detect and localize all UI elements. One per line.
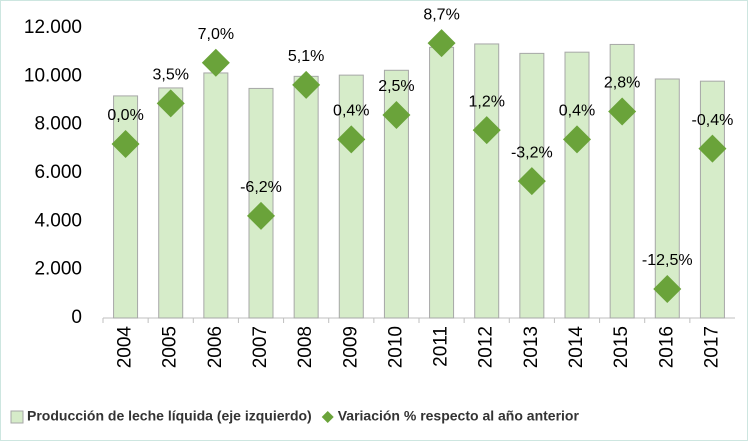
x-tick-label: 2013	[521, 326, 542, 368]
bar	[609, 43, 635, 319]
x-tick-label: 2010	[385, 326, 406, 368]
bar	[293, 75, 319, 319]
x-tick-label: 2012	[476, 326, 497, 368]
bar	[654, 78, 680, 319]
x-tick-label: 2005	[160, 326, 181, 368]
bar	[113, 95, 139, 319]
diamond-marker	[563, 125, 591, 154]
bar	[158, 87, 184, 319]
diamond-marker	[337, 125, 366, 154]
diamond-marker	[472, 116, 501, 145]
x-tick-label: 2014	[566, 326, 587, 369]
data-label: 0,4%	[333, 103, 369, 120]
x-tick-label: 2007	[250, 326, 271, 368]
diamond-marker	[608, 97, 637, 126]
diamond-marker	[653, 275, 682, 303]
y-tick-label: 6.000	[34, 162, 82, 183]
data-label: 2,5%	[378, 78, 414, 95]
data-label: 5,1%	[288, 48, 324, 65]
diamond-marker	[247, 201, 275, 230]
data-label: -6,2%	[240, 179, 282, 196]
legend-label: Variación % respecto al año anterior	[338, 408, 580, 424]
data-label: -0,4%	[692, 112, 734, 129]
bar	[203, 72, 229, 319]
legend-label: Producción de leche líquida (eje izquier…	[27, 408, 312, 424]
data-label: -3,2%	[511, 144, 553, 161]
diamond-marker	[517, 167, 546, 196]
data-label: 1,2%	[468, 93, 504, 110]
x-tick-label: 2006	[205, 326, 226, 368]
diamond-marker	[292, 70, 321, 99]
x-tick-label: 2017	[701, 326, 722, 368]
diamond-marker	[111, 130, 140, 158]
x-tick-label: 2015	[611, 326, 632, 368]
x-tick-label: 2009	[340, 326, 361, 368]
diamond-marker	[698, 134, 727, 163]
data-label: -12,5%	[642, 252, 693, 269]
x-tick-label: 2008	[295, 326, 316, 368]
y-tick-label: 10.000	[24, 65, 82, 86]
data-label: 0,0%	[107, 107, 143, 124]
diamond-marker	[201, 48, 230, 77]
y-tick-label: 4.000	[34, 210, 82, 231]
y-tick-label: 12.000	[24, 17, 82, 38]
x-tick-label: 2004	[115, 326, 136, 369]
bar	[699, 80, 725, 319]
bar	[429, 46, 455, 319]
data-label: 8,7%	[423, 6, 459, 23]
data-label: 3,5%	[152, 67, 188, 84]
diamond-marker	[382, 101, 411, 129]
legend-swatch	[321, 411, 334, 423]
y-tick-label: 2.000	[34, 259, 82, 280]
diamond-marker	[156, 89, 185, 118]
x-tick-label: 2016	[656, 326, 677, 368]
legend-swatch	[10, 410, 24, 424]
y-tick-label: 0	[71, 307, 82, 328]
bar	[564, 51, 590, 319]
x-tick-label: 2011	[431, 326, 452, 367]
data-label: 0,4%	[559, 103, 595, 120]
data-label: 7,0%	[198, 26, 234, 43]
data-label: 2,8%	[604, 75, 640, 92]
diamond-marker	[427, 29, 456, 58]
bar	[338, 74, 364, 319]
bar	[474, 43, 500, 319]
y-tick-label: 8.000	[34, 114, 82, 135]
